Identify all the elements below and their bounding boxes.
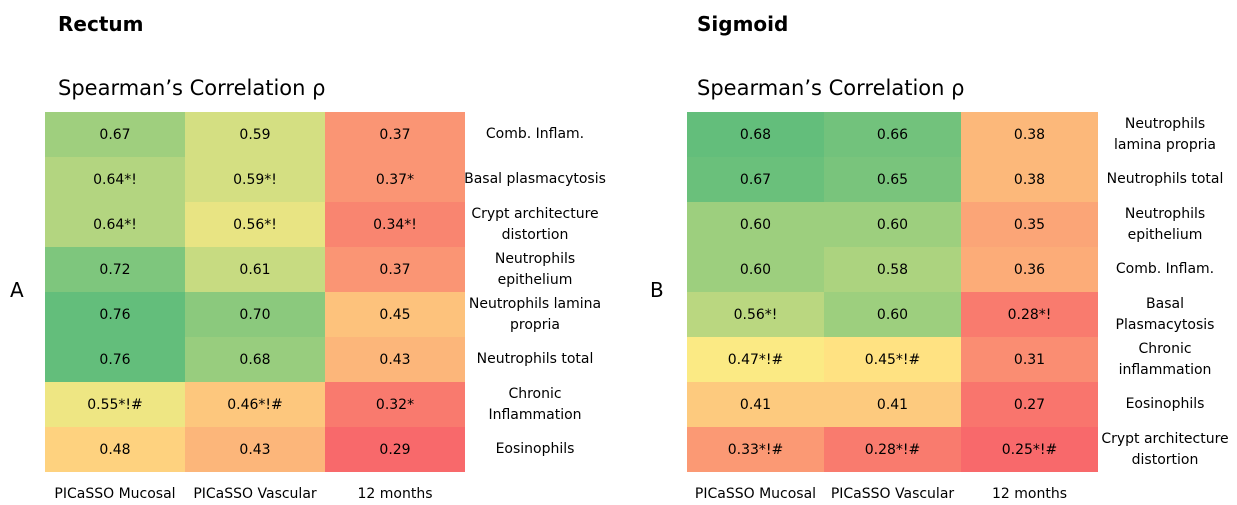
heatmap-cell: 0.25*!#	[961, 427, 1098, 472]
heatmap-cell: 0.38	[961, 112, 1098, 157]
heatmap-cell: 0.76	[45, 292, 185, 337]
row-label: Neutrophils epithelium	[1124, 205, 1206, 243]
heatmap-cell: 0.28*!#	[824, 427, 961, 472]
column-label: PICaSSO Vascular	[193, 486, 317, 502]
heatmap-cell: 0.41	[687, 382, 824, 427]
heatmap-cell: 0.68	[185, 337, 325, 382]
row-label: Neutrophils total	[1106, 171, 1224, 187]
heatmap-cell: 0.28*!	[961, 292, 1098, 337]
heatmap-cell: 0.38	[961, 157, 1098, 202]
heatmap-cell: 0.48	[45, 427, 185, 472]
column-label: 12 months	[357, 486, 433, 502]
panel-label: B	[650, 278, 664, 302]
heatmap-cell: 0.64*!	[45, 202, 185, 247]
heatmap-cell: 0.43	[185, 427, 325, 472]
heatmap-cell: 0.47*!#	[687, 337, 824, 382]
heatmap-cell: 0.68	[687, 112, 824, 157]
column-label: PICaSSO Mucosal	[694, 486, 817, 502]
heatmap-cell: 0.60	[824, 202, 961, 247]
row-label: Chronic Inflammation	[488, 385, 582, 423]
heatmap-cell: 0.67	[687, 157, 824, 202]
heatmap-cell: 0.72	[45, 247, 185, 292]
panel-title: Sigmoid	[697, 12, 789, 36]
row-label: Crypt architecture distortion	[471, 205, 599, 243]
panel-subtitle: Spearman’s Correlation ρ	[58, 76, 326, 100]
heatmap-cell: 0.60	[824, 292, 961, 337]
heatmap-cell: 0.60	[687, 202, 824, 247]
row-label: Neutrophils lamina propria	[1114, 115, 1216, 153]
panel-subtitle: Spearman’s Correlation ρ	[697, 76, 965, 100]
row-label: Neutrophils epithelium	[494, 250, 576, 288]
heatmap-cell: 0.37*	[325, 157, 465, 202]
row-label: Crypt architecture distortion	[1101, 430, 1229, 468]
row-label: Comb. Inflam.	[1115, 261, 1215, 277]
panel-label: A	[10, 278, 24, 302]
heatmap-cell: 0.61	[185, 247, 325, 292]
heatmap-cell: 0.37	[325, 247, 465, 292]
heatmap-cell: 0.56*!	[185, 202, 325, 247]
heatmap-cell: 0.45*!#	[824, 337, 961, 382]
column-label: PICaSSO Mucosal	[54, 486, 176, 502]
heatmap-cell: 0.55*!#	[45, 382, 185, 427]
heatmap-cell: 0.46*!#	[185, 382, 325, 427]
heatmap-cell: 0.59*!	[185, 157, 325, 202]
heatmap-cell: 0.64*!	[45, 157, 185, 202]
row-label: Eosinophils	[495, 441, 575, 457]
heatmap-cell: 0.34*!	[325, 202, 465, 247]
heatmap-cell: 0.32*	[325, 382, 465, 427]
heatmap-cell: 0.60	[687, 247, 824, 292]
row-label: Neutrophils total	[476, 351, 594, 367]
heatmap-cell: 0.58	[824, 247, 961, 292]
heatmap-cell: 0.45	[325, 292, 465, 337]
heatmap-cell: 0.29	[325, 427, 465, 472]
row-label: Basal plasmacytosis	[464, 171, 606, 187]
column-label: 12 months	[992, 486, 1067, 502]
heatmap-cell: 0.35	[961, 202, 1098, 247]
row-label: Neutrophils lamina propria	[468, 295, 602, 333]
row-label: Chronic inflammation	[1118, 340, 1212, 378]
heatmap-cell: 0.76	[45, 337, 185, 382]
row-label: Eosinophils	[1125, 396, 1205, 412]
panel-title: Rectum	[58, 12, 144, 36]
heatmap-cell: 0.36	[961, 247, 1098, 292]
heatmap-cell: 0.37	[325, 112, 465, 157]
heatmap-cell: 0.56*!	[687, 292, 824, 337]
heatmap-cell: 0.67	[45, 112, 185, 157]
heatmap-cell: 0.70	[185, 292, 325, 337]
heatmap-cell: 0.41	[824, 382, 961, 427]
row-label: Comb. Inflam.	[485, 126, 585, 142]
heatmap-cell: 0.33*!#	[687, 427, 824, 472]
heatmap-cell: 0.27	[961, 382, 1098, 427]
heatmap-cell: 0.31	[961, 337, 1098, 382]
heatmap-cell: 0.59	[185, 112, 325, 157]
column-label: PICaSSO Vascular	[830, 486, 955, 502]
heatmap-cell: 0.66	[824, 112, 961, 157]
heatmap-cell: 0.65	[824, 157, 961, 202]
row-label: Basal Plasmacytosis	[1115, 295, 1215, 333]
heatmap-cell: 0.43	[325, 337, 465, 382]
